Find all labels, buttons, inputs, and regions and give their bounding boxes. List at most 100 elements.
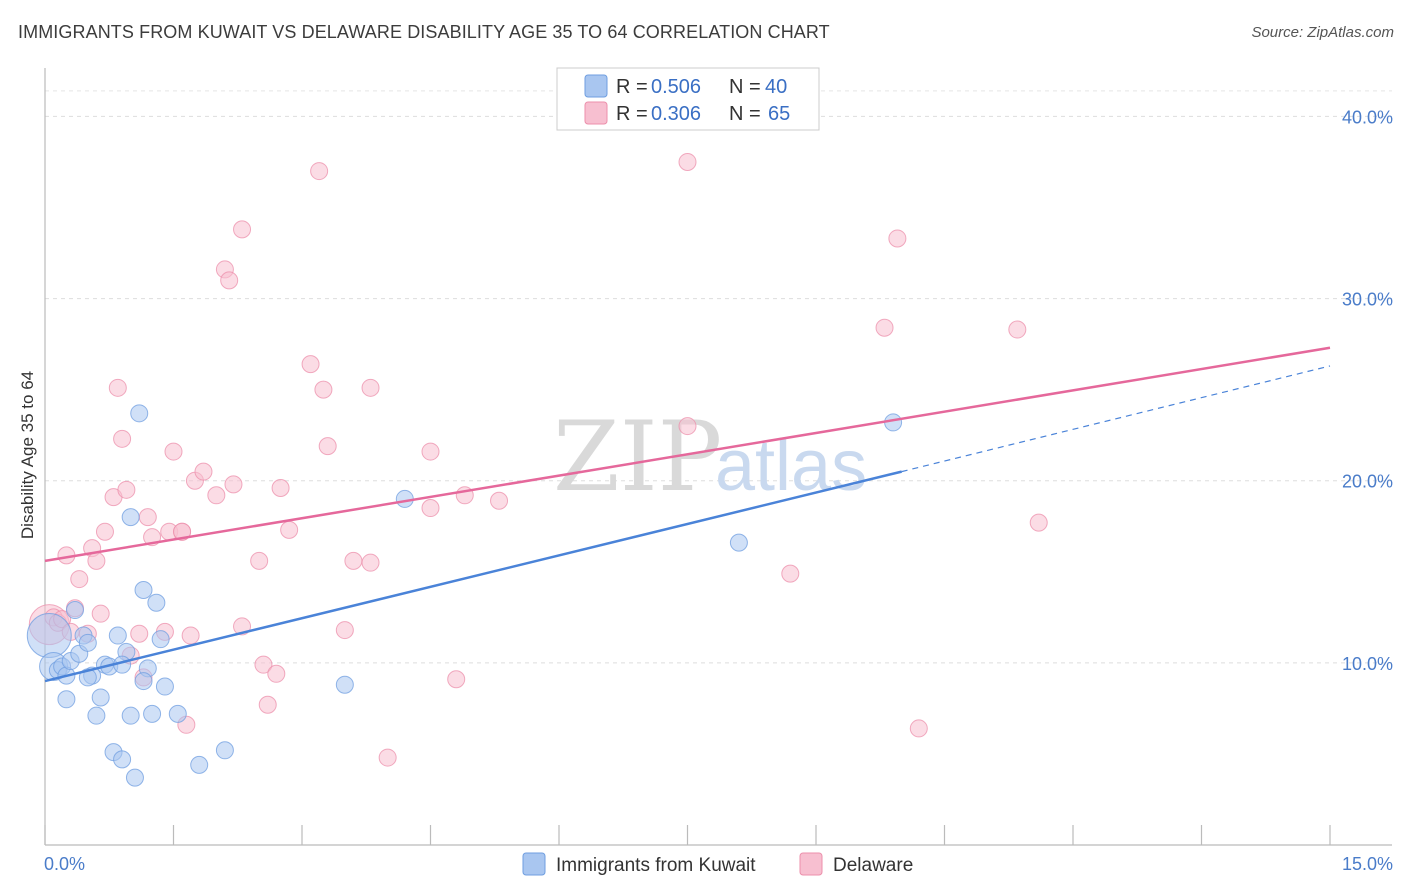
delaware-point-59: [875, 318, 894, 337]
delaware-point-39: [267, 664, 286, 683]
kuwait-point-12: [91, 688, 110, 707]
delaware-point-7: [70, 570, 89, 589]
bottom-legend-label-kuwait: Immigrants from Kuwait: [556, 855, 756, 876]
y-tick-label-3: 40.0%: [1342, 107, 1393, 127]
kuwait-point-38: [78, 668, 97, 687]
correlation-legend: R = 0.506 N = 40 R = 0.306 N = 65: [556, 67, 820, 131]
delaware-point-64: [173, 522, 192, 541]
delaware-point-61: [909, 719, 928, 738]
legend-r-value-pink: 0.306: [651, 103, 701, 125]
delaware-point-15: [113, 429, 132, 448]
kuwait-point-24: [143, 704, 162, 723]
delaware-point-24: [164, 442, 183, 461]
legend-swatch-blue: [584, 74, 608, 98]
legend-n-value-pink: 65: [768, 103, 790, 125]
delaware-point-63: [1029, 513, 1048, 532]
legend-r-label-blue: R =: [616, 76, 648, 98]
legend-r-label-pink: R =: [616, 103, 648, 125]
delaware-point-36: [250, 551, 269, 570]
kuwait-point-21: [130, 404, 149, 423]
kuwait-point-6: [65, 601, 84, 620]
source-label: Source: ZipAtlas.com: [1251, 24, 1394, 41]
delaware-point-34: [233, 220, 252, 239]
delaware-point-12: [95, 522, 114, 541]
delaware-point-49: [361, 378, 380, 397]
delaware-point-40: [271, 479, 290, 497]
delaware-point-14: [108, 378, 127, 397]
kuwait-trend-extension: [901, 365, 1331, 473]
legend-swatch-pink: [584, 101, 608, 125]
gridlines: [45, 90, 1392, 664]
delaware-trend-line: [44, 346, 1331, 563]
delaware-point-10: [87, 551, 106, 570]
kuwait-point-36: [57, 690, 76, 709]
delaware-point-51: [421, 499, 440, 518]
x-tick-label-0: 0.0%: [44, 854, 85, 874]
delaware-point-60: [888, 229, 907, 248]
legend-r-value-blue: 0.506: [651, 76, 701, 98]
delaware-point-43: [310, 162, 329, 181]
delaware-point-16: [117, 480, 136, 499]
delaware-point-32: [220, 271, 239, 290]
y-tick-label-1: 20.0%: [1342, 472, 1393, 492]
kuwait-point-17: [113, 750, 132, 769]
bottom-legend-swatch-kuwait: [522, 852, 546, 876]
chart-title: IMMIGRANTS FROM KUWAIT VS DELAWARE DISAB…: [18, 22, 830, 42]
kuwait-point-33: [395, 489, 414, 508]
kuwait-point-26: [151, 630, 170, 649]
delaware-point-48: [361, 553, 380, 572]
delaware-point-46: [335, 621, 354, 640]
kuwait-point-0: [26, 613, 72, 659]
y-axis-label: Disability Age 35 to 64: [18, 371, 37, 539]
axes: [44, 68, 1392, 846]
watermark-zip: ZIP: [553, 401, 722, 513]
kuwait-point-30: [215, 741, 234, 760]
kuwait-point-34: [729, 533, 748, 552]
watermark-atlas: atlas: [715, 426, 867, 506]
legend-n-label-blue: N =: [729, 76, 761, 98]
series-pink-points: [28, 152, 1048, 767]
delaware-point-57: [678, 417, 697, 436]
y-tick-labels: 10.0% 20.0% 30.0% 40.0%: [1342, 107, 1393, 673]
kuwait-point-19: [121, 706, 140, 725]
delaware-point-11: [91, 604, 110, 623]
kuwait-point-25: [147, 593, 166, 612]
delaware-point-18: [130, 624, 149, 643]
kuwait-point-16: [108, 626, 127, 645]
delaware-point-47: [344, 551, 363, 570]
bottom-legend-swatch-delaware: [799, 852, 823, 876]
delaware-point-44: [314, 380, 333, 399]
kuwait-point-27: [155, 677, 174, 696]
kuwait-point-32: [335, 675, 354, 694]
delaware-point-33: [224, 475, 243, 494]
y-tick-label-0: 10.0%: [1342, 654, 1393, 674]
series-legend: Immigrants from Kuwait Delaware: [522, 852, 913, 876]
kuwait-point-37: [134, 672, 153, 691]
delaware-point-27: [181, 626, 200, 645]
delaware-point-20: [138, 508, 157, 527]
x-tick-labels: 0.0% 15.0%: [44, 854, 1393, 874]
kuwait-point-31: [121, 508, 140, 527]
kuwait-trend-line: [44, 470, 902, 683]
series-blue-points: [26, 404, 903, 787]
delaware-point-58: [781, 564, 800, 583]
legend-n-value-blue: 40: [765, 76, 787, 98]
watermark: ZIP atlas: [553, 401, 867, 513]
delaware-point-29: [194, 462, 213, 481]
delaware-point-52: [421, 442, 440, 461]
delaware-point-30: [207, 486, 226, 505]
legend-n-label-pink: N =: [729, 103, 761, 125]
delaware-point-41: [280, 520, 299, 539]
delaware-point-50: [378, 748, 397, 767]
delaware-point-42: [301, 355, 320, 374]
delaware-point-45: [318, 437, 337, 456]
kuwait-point-20: [125, 768, 144, 787]
delaware-point-55: [490, 491, 509, 510]
delaware-point-62: [1008, 320, 1027, 339]
kuwait-point-9: [78, 633, 97, 652]
kuwait-point-29: [190, 755, 209, 774]
trend-lines: [44, 346, 1331, 683]
bottom-legend-label-delaware: Delaware: [833, 855, 913, 876]
y-tick-label-2: 30.0%: [1342, 290, 1393, 310]
